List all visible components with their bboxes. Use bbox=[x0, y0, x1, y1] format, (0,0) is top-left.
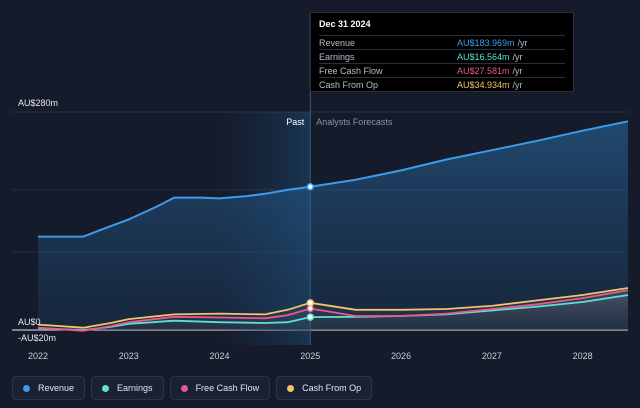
tooltip-series-unit: /yr bbox=[512, 65, 523, 76]
tooltip-series-value: AU$16.564m bbox=[457, 51, 510, 62]
cash-from-op-line bbox=[37, 287, 629, 329]
free-cash-flow-line bbox=[37, 289, 629, 332]
earnings-marker bbox=[306, 313, 315, 321]
x-tick-label: 2022 bbox=[28, 351, 48, 361]
forecast-label: Analysts Forecasts bbox=[316, 117, 393, 127]
tooltip-series-name: Earnings bbox=[319, 51, 355, 62]
legend-item-free-cash-flow[interactable]: Free Cash Flow bbox=[169, 376, 271, 400]
tooltip-row: Cash From Op AU$34.934m/yr bbox=[319, 77, 565, 91]
earnings-line bbox=[37, 294, 629, 331]
tooltip-series-unit: /yr bbox=[512, 51, 523, 62]
legend-item-cash-from-op[interactable]: Cash From Op bbox=[276, 376, 373, 400]
y-tick-label: AU$280m bbox=[18, 98, 58, 108]
legend-dot-icon bbox=[287, 384, 295, 392]
x-tick-label: 2023 bbox=[119, 351, 139, 361]
legend-label: Free Cash Flow bbox=[195, 383, 260, 393]
legend-item-revenue[interactable]: Revenue bbox=[12, 376, 86, 400]
tooltip-row: Earnings AU$16.564m/yr bbox=[319, 49, 565, 63]
tooltip-row: Revenue AU$183.969m/yr bbox=[319, 35, 565, 49]
series-lines bbox=[37, 120, 629, 332]
legend-dot-icon bbox=[23, 384, 30, 392]
x-tick-label: 2026 bbox=[391, 351, 411, 361]
cash-from-op-marker bbox=[306, 299, 315, 307]
x-tick-label: 2024 bbox=[210, 351, 230, 361]
data-tooltip: Dec 31 2024 Revenue AU$183.969m/yr Earning… bbox=[310, 12, 574, 92]
tooltip-row: Free Cash Flow AU$27.581m/yr bbox=[319, 63, 565, 77]
tooltip-series-value: AU$27.581m bbox=[457, 65, 510, 76]
legend-label: Revenue bbox=[38, 383, 75, 393]
tooltip-series-unit: /yr bbox=[517, 37, 528, 48]
y-tick-label: AU$0 bbox=[18, 317, 41, 327]
revenue-area bbox=[38, 121, 628, 330]
legend-dot-icon bbox=[180, 384, 188, 392]
tooltip-series-name: Free Cash Flow bbox=[319, 65, 383, 76]
tooltip-series-value: AU$183.969m bbox=[457, 37, 515, 48]
legend-item-earnings[interactable]: Earnings bbox=[91, 376, 164, 400]
legend-dot-icon bbox=[102, 384, 110, 392]
x-tick-label: 2025 bbox=[300, 351, 320, 361]
past-label: Past bbox=[286, 117, 305, 127]
y-axis-labels: AU$280m AU$0 -AU$20m bbox=[18, 98, 58, 343]
legend-label: Cash From Op bbox=[302, 383, 362, 393]
revenue-line bbox=[38, 120, 629, 238]
x-tick-label: 2027 bbox=[482, 351, 502, 361]
legend-label: Earnings bbox=[117, 383, 153, 393]
tooltip-series-unit: /yr bbox=[512, 79, 523, 90]
y-tick-label: -AU$20m bbox=[18, 333, 56, 343]
series-markers bbox=[306, 182, 315, 321]
chart-legend: Revenue Earnings Free Cash Flow Cash From O… bbox=[12, 376, 373, 400]
tooltip-series-name: Revenue bbox=[319, 37, 356, 48]
cash-from-op-area bbox=[38, 288, 628, 330]
x-axis-labels: 2022 2023 2024 2025 2026 2027 2028 bbox=[28, 351, 593, 361]
revenue-marker bbox=[306, 182, 315, 191]
tooltip-series-name: Cash From Op bbox=[319, 79, 379, 90]
tooltip-date: Dec 31 2024 bbox=[319, 19, 371, 29]
x-tick-label: 2028 bbox=[573, 351, 593, 361]
tooltip-series-value: AU$34.934m bbox=[457, 79, 510, 90]
